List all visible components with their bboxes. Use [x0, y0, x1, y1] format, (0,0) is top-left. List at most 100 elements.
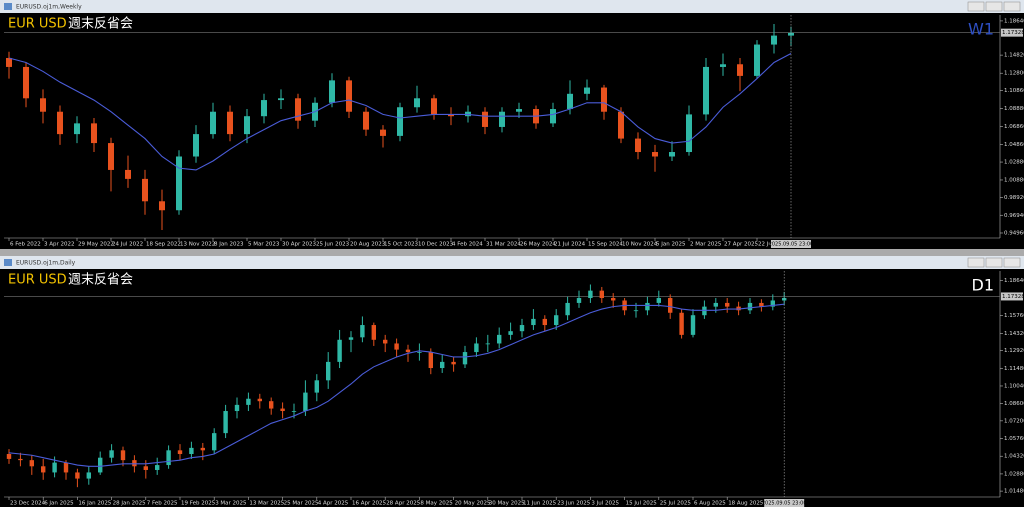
candle-body [679, 312, 684, 335]
x-tick-label: 15 Oct 2023 [384, 242, 419, 248]
candle-body [363, 111, 369, 130]
x-tick-label: 20 Aug 2023 [350, 242, 386, 248]
candle-body [75, 472, 80, 479]
candle-body [98, 457, 103, 473]
candle-body [269, 401, 274, 409]
candle-body [508, 331, 513, 335]
y-tick-label: 1.06860 [1004, 124, 1024, 130]
y-tick-label: 1.12920 [1004, 348, 1024, 354]
window-button[interactable] [1003, 1, 1021, 12]
x-tick-label: 16 Jan 2025 [78, 501, 111, 507]
y-tick-label: 1.11480 [1004, 366, 1024, 372]
window-title: EURUSD.oj1m,Weekly [16, 4, 82, 11]
candle-body [371, 325, 376, 340]
x-tick-label: 23 Dec 2024 [10, 501, 46, 507]
candle-body [588, 290, 593, 299]
candle-body [482, 111, 488, 127]
candle-body [74, 123, 80, 135]
window-button[interactable] [1003, 257, 1021, 268]
x-tick-label: 7 Feb 2025 [147, 501, 178, 507]
window-title: EURUSD.oj1m,Daily [16, 260, 76, 267]
window-button[interactable] [985, 1, 1003, 12]
x-tick-label: 30 May 2025 [489, 501, 525, 507]
x-tick-label: 23 Jun 2025 [557, 501, 591, 507]
candle-body [668, 298, 673, 313]
candle-body [63, 462, 69, 473]
candle-body [246, 398, 251, 405]
chart-area [0, 269, 1024, 507]
x-tick-label: 18 Sep 2022 [146, 242, 181, 248]
candle-body [754, 44, 760, 76]
x-tick-label: 15 Jul 2025 [626, 501, 658, 507]
candle-body [702, 306, 707, 316]
x-tick-label: 2 Mar 2025 [690, 242, 722, 248]
candle-body [499, 111, 505, 127]
x-tick-label: 8 Jan 2023 [214, 242, 244, 248]
candle-body [91, 123, 97, 144]
candle-body [736, 306, 741, 311]
window-icon [4, 3, 12, 10]
candle-body [278, 98, 284, 101]
overlay-subtitle: 週末反省会 [68, 17, 133, 32]
candle-body [405, 349, 411, 353]
y-tick-label: 1.18640 [1004, 278, 1024, 284]
cursor-time-box [764, 499, 805, 507]
candle-body [576, 298, 582, 303]
x-tick-label: 5 Jan 2025 [656, 242, 686, 248]
candle-body [747, 302, 753, 311]
candle-body [599, 290, 604, 299]
candle-body [18, 458, 23, 461]
x-tick-label: 31 Mar 2024 [486, 242, 521, 248]
candle-body [257, 398, 262, 402]
x-tick-label: 29 May 2022 [78, 242, 114, 248]
candle-body [737, 64, 743, 76]
candle-body [601, 87, 607, 112]
candle-body [57, 111, 63, 135]
x-tick-label: 6 Jan 2025 [44, 501, 74, 507]
x-tick-label: 16 Apr 2025 [352, 501, 387, 507]
y-tick-label: 1.01480 [1004, 489, 1024, 495]
candle-body [519, 325, 525, 332]
candle-body [176, 156, 182, 211]
overlay-title: EUR USD [8, 17, 67, 32]
candle-body [109, 450, 114, 458]
candle-body [329, 80, 335, 103]
candle-body [720, 64, 726, 67]
candle-body [200, 447, 205, 451]
y-tick-label: 1.04320 [1004, 454, 1024, 460]
x-tick-label: 3 Apr 2022 [44, 242, 75, 248]
candle-body [348, 337, 354, 340]
candle-body [159, 201, 165, 211]
candle-body [234, 404, 240, 412]
candle-body [380, 129, 386, 136]
candle-body [193, 134, 199, 157]
window-button[interactable] [967, 1, 985, 12]
overlay-title: EUR USD [8, 273, 67, 288]
y-tick-label: 1.05760 [1004, 436, 1024, 442]
moving-average [8, 303, 785, 467]
window-button[interactable] [985, 257, 1003, 268]
overlay-subtitle: 週末反省会 [68, 273, 133, 288]
window-button[interactable] [967, 257, 985, 268]
x-tick-label: 20 May 2025 [455, 501, 491, 507]
candle-body [125, 169, 131, 179]
y-tick-label: 1.08600 [1004, 401, 1024, 407]
x-tick-label: 11 Jun 2025 [523, 501, 557, 507]
title-bar [0, 0, 1024, 13]
candle-body [314, 380, 319, 393]
candle-body [189, 447, 194, 455]
last-price-label: 1.17328 [1002, 294, 1024, 300]
x-tick-label: 15 Sep 2024 [588, 242, 623, 248]
x-tick-label: 6 Feb 2022 [10, 242, 41, 248]
candle-body [565, 302, 570, 316]
candle-body [690, 315, 696, 335]
x-tick-label: 8 May 2025 [420, 501, 453, 507]
last-price-label: 1.17328 [1002, 30, 1024, 36]
x-tick-label: 19 Feb 2025 [181, 501, 216, 507]
candle-body [291, 411, 297, 412]
candle-body [210, 111, 216, 135]
candle-body [431, 98, 437, 115]
x-tick-label: 3 Mar 2025 [215, 501, 247, 507]
